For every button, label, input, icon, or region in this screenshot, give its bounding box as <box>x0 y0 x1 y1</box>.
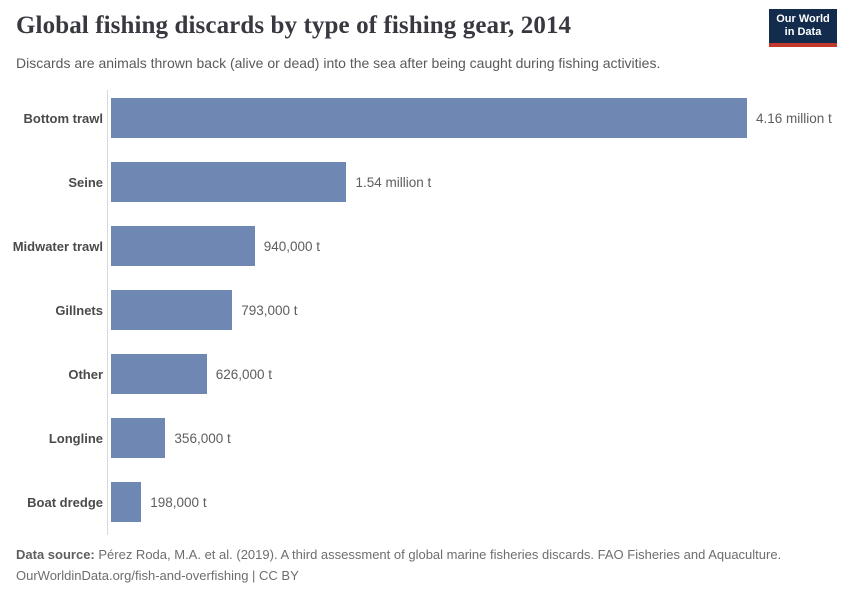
category-label: Longline <box>48 430 103 446</box>
bar-value-label: 626,000 t <box>215 366 273 382</box>
bar-row: Other 626,000 t <box>0 342 850 406</box>
footer-link-line: OurWorldinData.org/fish-and-overfishing … <box>16 568 299 583</box>
bar[interactable] <box>111 482 142 522</box>
bar[interactable] <box>111 354 207 394</box>
footer-source-label: Data source: <box>16 547 95 562</box>
bar-row: Bottom trawl 4.16 million t <box>0 86 850 150</box>
category-label: Other <box>68 366 103 382</box>
bar-value-label: 356,000 t <box>174 430 231 446</box>
category-label: Boat dredge <box>27 494 103 510</box>
bar-row: Seine 1.54 million t <box>0 150 850 214</box>
footer-source-line: Data source: Pérez Roda, M.A. et al. (20… <box>16 544 781 565</box>
bar-value-label: 198,000 t <box>150 494 207 510</box>
category-label: Gillnets <box>55 302 103 318</box>
owid-logo-line2: in Data <box>784 26 822 38</box>
y-axis-line <box>107 90 108 535</box>
bar-area: 356,000 t <box>107 406 850 470</box>
owid-logo: Our World in Data <box>769 9 837 47</box>
category-label: Seine <box>68 174 103 190</box>
bar-rows: Bottom trawl 4.16 million t Seine 1.54 m… <box>0 86 850 534</box>
chart-subtitle: Discards are animals thrown back (alive … <box>16 55 661 71</box>
category-label: Midwater trawl <box>12 238 103 254</box>
bar-value-label: 1.54 million t <box>355 174 432 190</box>
bar-area: 626,000 t <box>107 342 850 406</box>
bar-area: 793,000 t <box>107 278 850 342</box>
bar-value-label: 4.16 million t <box>756 110 832 126</box>
bar-row: Longline 356,000 t <box>0 406 850 470</box>
bar-area: 940,000 t <box>107 214 850 278</box>
bar-value-label: 940,000 t <box>263 238 321 254</box>
owid-logo-line1: Our World <box>776 13 830 25</box>
bar[interactable] <box>111 98 747 138</box>
bar[interactable] <box>111 290 233 330</box>
bar-value-label: 793,000 t <box>241 302 298 318</box>
category-label: Bottom trawl <box>23 110 103 126</box>
chart-title: Global fishing discards by type of fishi… <box>16 12 572 39</box>
bar-area: 4.16 million t <box>107 86 850 150</box>
footer: Data source: Pérez Roda, M.A. et al. (20… <box>16 544 781 586</box>
bar-area: 1.54 million t <box>107 150 850 214</box>
bar-row: Gillnets 793,000 t <box>0 278 850 342</box>
bar[interactable] <box>111 226 255 266</box>
bar-area: 198,000 t <box>107 470 850 534</box>
bar[interactable] <box>111 162 347 202</box>
bar-chart: Bottom trawl 4.16 million t Seine 1.54 m… <box>0 86 850 535</box>
footer-source-text: Pérez Roda, M.A. et al. (2019). A third … <box>94 547 782 562</box>
bar-row: Boat dredge 198,000 t <box>0 470 850 534</box>
bar[interactable] <box>111 418 166 458</box>
bar-row: Midwater trawl 940,000 t <box>0 214 850 278</box>
